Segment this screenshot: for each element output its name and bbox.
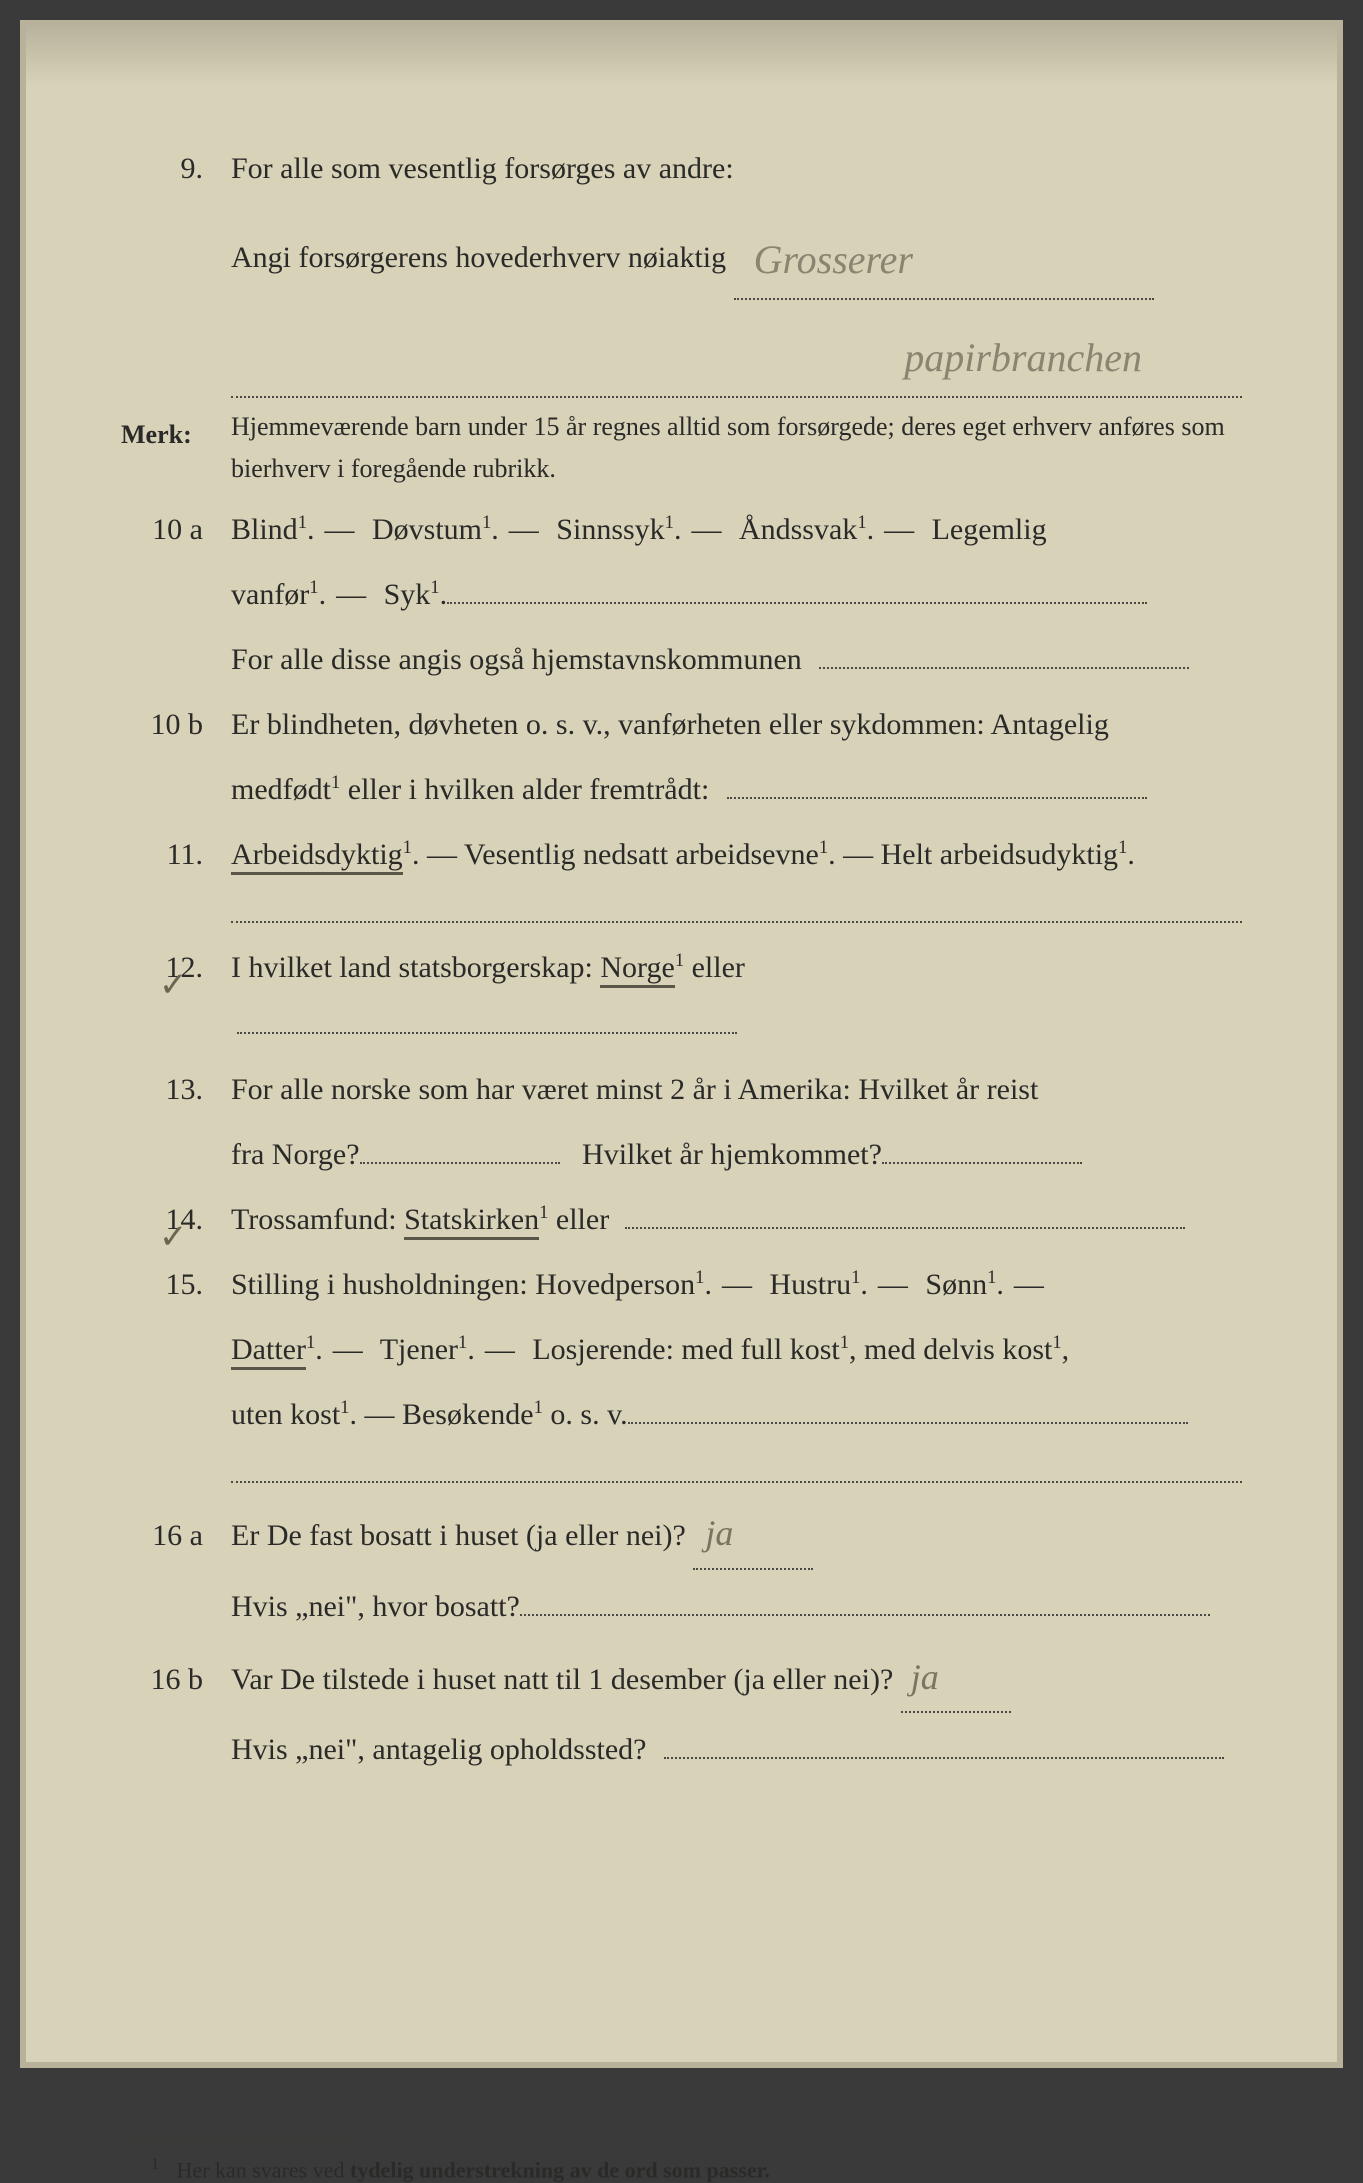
q13-number: 13. bbox=[121, 1061, 231, 1118]
merk-note: Merk: Hjemmeværende barn under 15 år reg… bbox=[121, 406, 1242, 489]
question-10b: 10 b Er blindheten, døvheten o. s. v., v… bbox=[121, 696, 1242, 753]
merk-text: Hjemmeværende barn under 15 år regnes al… bbox=[231, 406, 1242, 489]
q9-number: 9. bbox=[121, 136, 231, 202]
q14-statskirken-underlined: Statskirken bbox=[404, 1203, 539, 1240]
q16b-answer: ja bbox=[911, 1657, 939, 1697]
q15-datter-underlined: Datter bbox=[231, 1333, 306, 1370]
q11-number: 11. bbox=[121, 826, 231, 883]
question-15: 15. Stilling i husholdningen: Hovedperso… bbox=[121, 1256, 1242, 1313]
q10b-number: 10 b bbox=[121, 696, 231, 753]
q10a-line3: For alle disse angis også hjemstavnskomm… bbox=[121, 631, 1242, 688]
q13-field-a[interactable] bbox=[360, 1128, 560, 1164]
q14-field[interactable] bbox=[625, 1193, 1185, 1229]
q9-answer2-field[interactable]: papirbranchen bbox=[231, 308, 1242, 398]
question-9: 9. For alle som vesentlig forsørges av a… bbox=[121, 136, 1242, 202]
q16b-answer-field[interactable]: ja bbox=[901, 1643, 1011, 1713]
checkmark-icon: ✓ bbox=[159, 953, 188, 1018]
q9-line1: For alle som vesentlig forsørges av andr… bbox=[231, 136, 1242, 202]
q10a-field[interactable] bbox=[447, 568, 1147, 604]
q16a-answer: ja bbox=[705, 1513, 733, 1553]
q10b-line2: medfødt1 eller i hvilken alder fremtrådt… bbox=[121, 761, 1242, 818]
checkmark-icon: ✓ bbox=[159, 1205, 188, 1270]
q13-line1: For alle norske som har været minst 2 år… bbox=[231, 1061, 1242, 1118]
q9-answer1: Grosserer bbox=[754, 237, 913, 282]
q16b-number: 16 b bbox=[121, 1651, 231, 1708]
q10a-number: 10 a bbox=[121, 501, 231, 558]
divider-line bbox=[231, 1481, 1242, 1483]
q11-arbeidsdyktig-underlined: Arbeidsdyktig bbox=[231, 838, 403, 875]
question-11: 11. Arbeidsdyktig1. — Vesentlig nedsatt … bbox=[121, 826, 1242, 883]
q9-line2: Angi forsørgerens hovederhverv nøiaktig … bbox=[121, 210, 1242, 300]
q16a-field[interactable] bbox=[520, 1580, 1210, 1616]
question-12: ✓ 12. I hvilket land statsborgerskap: No… bbox=[121, 939, 1242, 1053]
question-16a: 16 a Er De fast bosatt i huset (ja eller… bbox=[121, 1499, 1242, 1569]
census-form-page: 9. For alle som vesentlig forsørges av a… bbox=[20, 20, 1343, 2068]
q9-label: Angi forsørgerens hovederhverv nøiaktig bbox=[231, 241, 726, 274]
q12-norge-underlined: Norge bbox=[600, 951, 674, 988]
q9-answer1-field[interactable]: Grosserer bbox=[734, 210, 1154, 300]
footnote-number: 1 bbox=[151, 2156, 159, 2173]
q15-line3: uten kost1. — Besøkende1 o. s. v. bbox=[121, 1386, 1242, 1443]
question-14: ✓ 14. Trossamfund: Statskirken1 eller bbox=[121, 1191, 1242, 1248]
q13-field-b[interactable] bbox=[882, 1128, 1082, 1164]
q13-line2: fra Norge? Hvilket år hjemkommet? bbox=[121, 1126, 1242, 1183]
question-16b: 16 b Var De tilstede i huset natt til 1 … bbox=[121, 1643, 1242, 1713]
q9-line3: papirbranchen bbox=[121, 308, 1242, 398]
question-10a: 10 a Blind1.— Døvstum1.— Sinnssyk1.— Ånd… bbox=[121, 501, 1242, 558]
q15-line2: Datter1.— Tjener1.— Losjerende: med full… bbox=[121, 1321, 1242, 1378]
q10b-field[interactable] bbox=[727, 763, 1147, 799]
q16b-line2: Hvis „nei", antagelig opholdssted? bbox=[121, 1721, 1242, 1778]
q10a-kommune-field[interactable] bbox=[819, 633, 1189, 669]
q9-answer2: papirbranchen bbox=[904, 335, 1142, 380]
q15-field[interactable] bbox=[628, 1388, 1188, 1424]
divider-line bbox=[231, 921, 1242, 923]
q16a-answer-field[interactable]: ja bbox=[693, 1499, 813, 1569]
q10a-line2: vanfør1.— Syk1. bbox=[121, 566, 1242, 623]
q10b-line1: Er blindheten, døvheten o. s. v., vanfør… bbox=[231, 696, 1242, 753]
footnote-separator bbox=[131, 2138, 351, 2140]
question-13: 13. For alle norske som har været minst … bbox=[121, 1061, 1242, 1118]
q16b-field[interactable] bbox=[664, 1723, 1224, 1759]
footnote: 1 Her kan svares ved tydelig understrekn… bbox=[151, 2156, 1242, 2183]
q16a-line2: Hvis „nei", hvor bosatt? bbox=[121, 1578, 1242, 1635]
merk-label: Merk: bbox=[121, 406, 231, 463]
q12-field[interactable] bbox=[237, 998, 737, 1034]
q16a-number: 16 a bbox=[121, 1507, 231, 1564]
